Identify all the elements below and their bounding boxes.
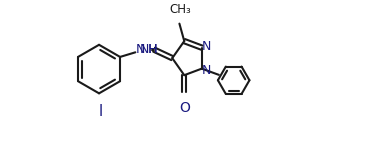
Text: N: N [201,64,211,77]
Text: CH₃: CH₃ [170,3,191,16]
Text: O: O [179,101,190,115]
Text: I: I [98,104,102,119]
Text: N: N [136,43,145,56]
Text: N: N [201,40,211,53]
Text: H: H [148,43,158,56]
Text: NH: NH [139,43,158,56]
